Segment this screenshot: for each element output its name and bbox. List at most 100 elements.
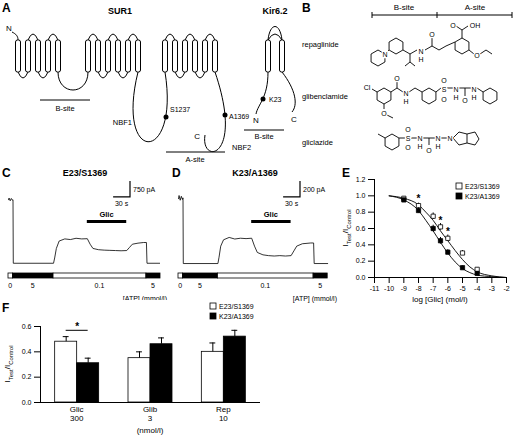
svg-text:D: D (172, 166, 181, 180)
svg-text:O: O (441, 77, 447, 84)
svg-text:Glic: Glic (264, 210, 278, 219)
svg-text:B-site: B-site (254, 132, 273, 141)
svg-text:0.6: 0.6 (22, 323, 32, 330)
svg-text:K23/A1369: K23/A1369 (465, 193, 500, 200)
svg-text:ITest/IControl: ITest/IControl (341, 209, 352, 246)
svg-text:30 s: 30 s (115, 200, 129, 207)
svg-text:O: O (474, 52, 480, 59)
svg-text:C: C (2, 166, 11, 180)
svg-text:O: O (381, 110, 387, 117)
svg-text:-6: -6 (445, 285, 451, 292)
svg-text:1.0: 1.0 (356, 192, 366, 199)
svg-text:S: S (442, 86, 447, 93)
svg-text:-10: -10 (384, 285, 394, 292)
svg-text:O: O (429, 31, 435, 38)
svg-text:-9: -9 (401, 285, 407, 292)
svg-text:Glic: Glic (99, 210, 113, 219)
svg-text:O: O (441, 96, 447, 103)
svg-text:F: F (2, 301, 9, 315)
svg-text:B: B (302, 1, 311, 15)
svg-text:S: S (406, 135, 411, 142)
svg-text:-8: -8 (415, 285, 421, 292)
svg-text:A1369: A1369 (229, 113, 249, 120)
svg-text:0.1: 0.1 (95, 282, 105, 289)
svg-text:750 pA: 750 pA (133, 186, 156, 194)
svg-text:Rep10: Rep10 (216, 405, 231, 423)
svg-text:glibenclamide: glibenclamide (302, 92, 348, 101)
svg-text:N: N (435, 135, 440, 142)
svg-text:N: N (382, 51, 387, 58)
svg-text:30 s: 30 s (285, 200, 299, 207)
svg-text:H: H (471, 94, 476, 101)
svg-text:Cl: Cl (364, 84, 371, 91)
svg-text:NBF2: NBF2 (232, 143, 251, 152)
svg-text:O: O (450, 22, 456, 29)
svg-text:Kir6.2: Kir6.2 (262, 6, 287, 16)
svg-text:N: N (253, 116, 259, 125)
svg-text:N: N (6, 24, 12, 33)
svg-text:-3: -3 (489, 285, 495, 292)
svg-text:0: 0 (8, 282, 12, 289)
svg-text:S1237: S1237 (170, 106, 190, 113)
svg-text:E23/S1369: E23/S1369 (63, 168, 108, 178)
svg-text:K23/A1369: K23/A1369 (232, 168, 278, 178)
svg-text:-4: -4 (474, 285, 480, 292)
svg-text:B-site: B-site (55, 104, 74, 113)
svg-text:0.2: 0.2 (356, 257, 366, 264)
svg-text:H: H (453, 94, 458, 101)
svg-text:C: C (291, 115, 297, 124)
svg-text:H: H (435, 143, 440, 150)
svg-text:0.0: 0.0 (22, 399, 32, 406)
svg-text:5: 5 (318, 282, 322, 289)
svg-text:H: H (417, 143, 422, 150)
svg-text:-5: -5 (459, 285, 465, 292)
svg-text:5: 5 (31, 282, 35, 289)
svg-text:0.1: 0.1 (260, 282, 270, 289)
svg-text:ITest/IControl: ITest/IControl (3, 345, 14, 382)
svg-text:log [Glic] (mol/l): log [Glic] (mol/l) (412, 295, 468, 304)
svg-text:O: O (426, 147, 432, 154)
svg-text:N: N (471, 86, 476, 93)
svg-text:5: 5 (198, 282, 202, 289)
svg-text:K23: K23 (269, 96, 282, 103)
svg-text:H: H (403, 98, 408, 105)
svg-text:N: N (447, 135, 452, 142)
svg-text:SUR1: SUR1 (108, 6, 132, 16)
svg-text:E23/S1369: E23/S1369 (465, 183, 500, 190)
svg-text:0.2: 0.2 (22, 373, 32, 380)
svg-text:*: * (75, 321, 79, 332)
svg-text:E: E (342, 166, 350, 180)
svg-text:(nmol/l): (nmol/l) (137, 426, 164, 435)
svg-text:O: O (462, 97, 468, 104)
svg-text:0.6: 0.6 (356, 225, 366, 232)
svg-text:C: C (194, 132, 200, 141)
svg-text:N: N (417, 135, 422, 142)
svg-text:1.2: 1.2 (356, 176, 366, 183)
svg-text:0: 0 (178, 282, 182, 289)
svg-text:*: * (417, 193, 421, 204)
svg-text:*: * (439, 215, 443, 226)
svg-text:0.4: 0.4 (356, 241, 366, 248)
svg-text:O: O (405, 126, 411, 133)
svg-text:B-site: B-site (394, 3, 415, 12)
svg-text:H: H (418, 56, 423, 63)
svg-text:200 pA: 200 pA (303, 186, 326, 194)
svg-text:A-site: A-site (185, 155, 204, 164)
svg-text:Glic300: Glic300 (70, 405, 84, 423)
svg-text:gliclazide: gliclazide (302, 138, 333, 147)
svg-text:OH: OH (470, 22, 481, 29)
svg-text:E23/S1369: E23/S1369 (219, 303, 254, 310)
svg-text:*: * (446, 226, 450, 237)
svg-text:N: N (403, 90, 408, 97)
svg-text:NBF1: NBF1 (113, 118, 132, 127)
svg-text:Glib3: Glib3 (143, 405, 158, 423)
svg-text:N: N (453, 86, 458, 93)
svg-text:-7: -7 (430, 285, 436, 292)
svg-text:-11: -11 (370, 285, 380, 292)
svg-text:K23/A1369: K23/A1369 (219, 313, 254, 320)
svg-text:A: A (2, 1, 11, 15)
svg-text:0.0: 0.0 (356, 274, 366, 281)
svg-text:0.8: 0.8 (356, 208, 366, 215)
svg-text:O: O (405, 144, 411, 151)
svg-text:0.4: 0.4 (22, 348, 32, 355)
